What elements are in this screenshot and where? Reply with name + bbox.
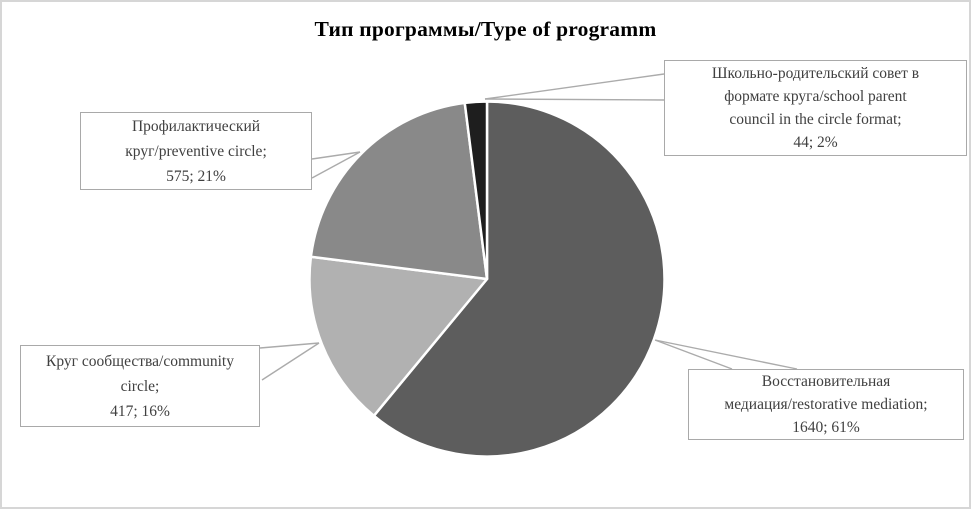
callout-school-parent-council: Школьно-родительский совет в формате кру…	[664, 60, 967, 156]
leader-line	[484, 73, 665, 100]
leader-line	[484, 98, 665, 101]
leader-line	[259, 342, 320, 349]
pie-slice-preventive-circle	[309, 101, 489, 281]
pie-slice-community-circle	[308, 255, 489, 418]
leader-line	[311, 151, 361, 179]
leader-line	[261, 342, 320, 381]
chart-title: Тип программы/Type of programm	[314, 17, 657, 41]
callout-restorative-mediation: Восстановительная медиация/restorative m…	[688, 369, 964, 440]
leader-line	[654, 339, 733, 370]
pie-slice-school-parent-council	[463, 100, 489, 281]
pie-slice-restorative-mediation	[372, 100, 666, 458]
callout-community-circle: Круг сообщества/community circle; 417; 1…	[20, 345, 260, 427]
callout-preventive-circle: Профилактический круг/preventive circle;…	[80, 112, 312, 190]
leader-line	[311, 151, 361, 160]
leader-line	[654, 339, 798, 370]
